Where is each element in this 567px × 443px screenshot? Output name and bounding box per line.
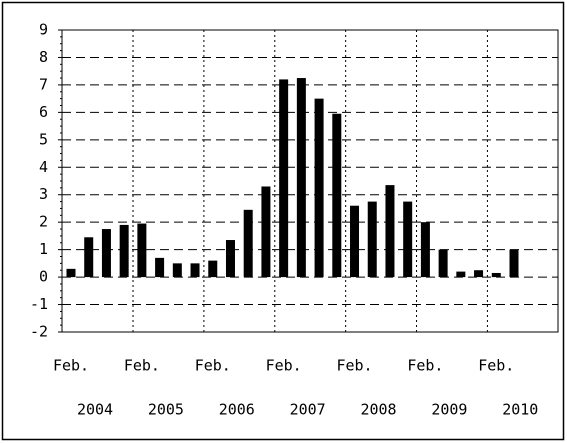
x-tick-label: Feb. bbox=[124, 357, 160, 375]
y-tick-label: 1 bbox=[39, 240, 48, 258]
bar bbox=[119, 224, 129, 278]
y-tick-label: 3 bbox=[39, 185, 48, 203]
bar bbox=[66, 268, 76, 278]
bar bbox=[420, 222, 430, 278]
bar bbox=[137, 223, 147, 278]
bar bbox=[296, 78, 306, 278]
y-tick-label: -2 bbox=[30, 323, 48, 341]
bar bbox=[438, 249, 448, 278]
bar bbox=[385, 185, 395, 278]
bar bbox=[208, 260, 218, 278]
bar bbox=[84, 237, 94, 278]
bar bbox=[155, 257, 165, 278]
x-tick-label: Feb. bbox=[195, 357, 231, 375]
y-tick-label: 5 bbox=[39, 130, 48, 148]
bar bbox=[279, 79, 289, 278]
x-year-label: 2010 bbox=[502, 401, 538, 419]
bar bbox=[332, 113, 342, 278]
x-tick-label: Feb. bbox=[53, 357, 89, 375]
x-year-label: 2005 bbox=[148, 401, 184, 419]
y-tick-label: 2 bbox=[39, 213, 48, 231]
plot-frame bbox=[61, 29, 559, 333]
bar bbox=[314, 98, 324, 278]
bar bbox=[190, 263, 200, 278]
bar bbox=[456, 271, 466, 278]
x-tick-label: Feb. bbox=[266, 357, 302, 375]
bar bbox=[225, 240, 235, 278]
x-year-label: 2004 bbox=[77, 401, 113, 419]
bar bbox=[367, 201, 377, 278]
y-tick-label: 7 bbox=[39, 75, 48, 93]
y-tick-label: 8 bbox=[39, 48, 48, 66]
x-year-label: 2007 bbox=[290, 401, 326, 419]
x-year-label: 2009 bbox=[431, 401, 467, 419]
x-tick-label: Feb. bbox=[336, 357, 372, 375]
y-tick-label: 4 bbox=[39, 158, 48, 176]
x-year-label: 2008 bbox=[360, 401, 396, 419]
y-tick-label: 0 bbox=[39, 268, 48, 286]
bar bbox=[491, 272, 501, 278]
bar bbox=[243, 209, 253, 278]
bar bbox=[403, 201, 413, 278]
bar bbox=[350, 205, 360, 278]
y-tick-label: -1 bbox=[30, 295, 48, 313]
bar bbox=[474, 270, 484, 278]
bar bbox=[172, 263, 182, 278]
y-tick-label: 6 bbox=[39, 103, 48, 121]
bar bbox=[101, 229, 111, 278]
bar bbox=[261, 186, 271, 278]
y-tick-label: 9 bbox=[39, 21, 48, 39]
x-year-label: 2006 bbox=[219, 401, 255, 419]
bar bbox=[509, 249, 519, 278]
x-tick-label: Feb. bbox=[407, 357, 443, 375]
x-tick-label: Feb. bbox=[478, 357, 514, 375]
